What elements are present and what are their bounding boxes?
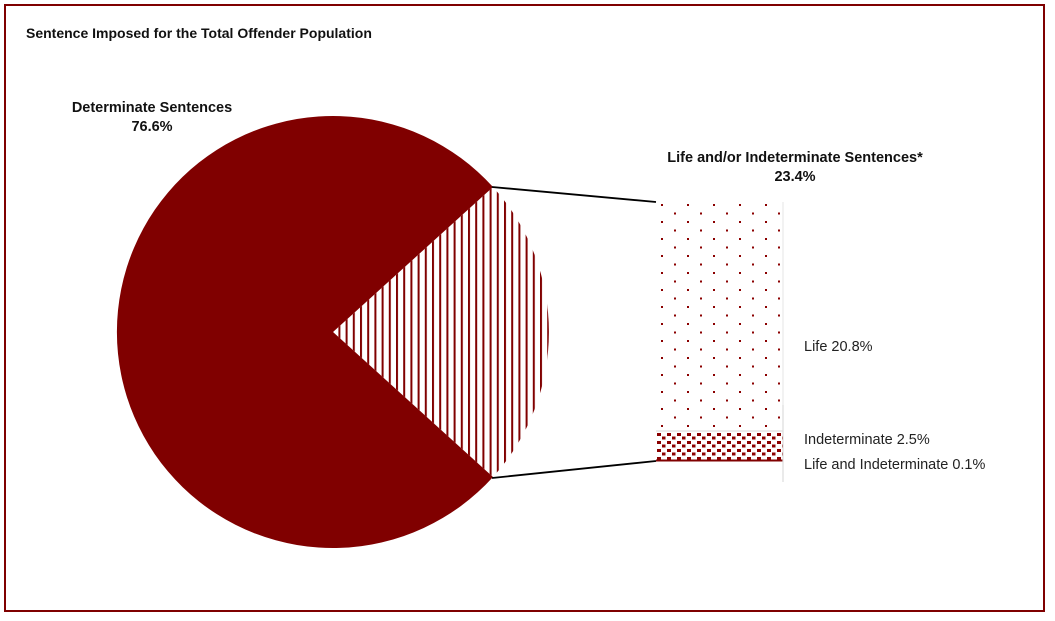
label-indeterminate: Indeterminate 2.5% bbox=[804, 432, 930, 448]
label-determinate: Determinate Sentences 76.6% bbox=[62, 99, 242, 137]
bar-segment-life bbox=[656, 202, 783, 432]
label-life-indeterminate-value: 23.4% bbox=[774, 169, 816, 185]
bar-segment-indeterminate bbox=[656, 432, 783, 460]
connector-line-bottom bbox=[491, 460, 657, 479]
pie-slice-determinate bbox=[116, 116, 493, 549]
label-life-and-indeterminate: Life and Indeterminate 0.1% bbox=[804, 457, 986, 473]
label-life: Life 20.8% bbox=[804, 339, 873, 355]
bar-segment-life-and-indeterminate bbox=[656, 459, 783, 462]
label-life-indeterminate: Life and/or Indeterminate Sentences* 23.… bbox=[650, 149, 940, 187]
connector-line-top bbox=[491, 186, 657, 203]
chart-frame bbox=[4, 4, 1045, 612]
label-life-indeterminate-name: Life and/or Indeterminate Sentences* bbox=[667, 150, 923, 166]
label-determinate-value: 76.6% bbox=[131, 119, 173, 135]
label-determinate-name: Determinate Sentences bbox=[71, 100, 233, 116]
chart-title: Sentence Imposed for the Total Offender … bbox=[26, 25, 372, 41]
pie-slice-life-indeterminate bbox=[333, 187, 549, 477]
